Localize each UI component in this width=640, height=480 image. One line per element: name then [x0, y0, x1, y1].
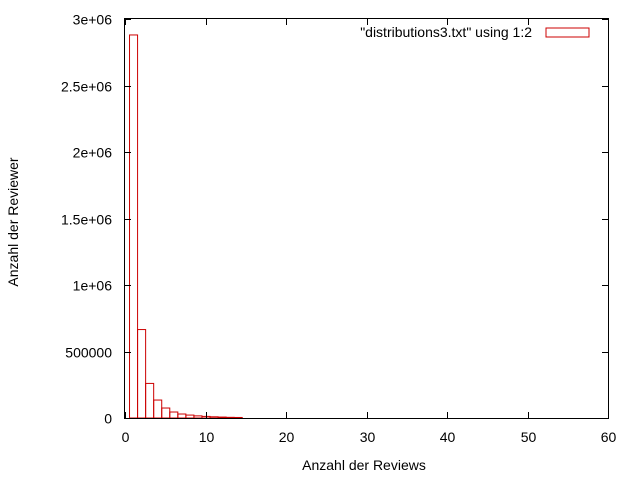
- histogram-bar: [161, 407, 171, 419]
- plot-frame: [124, 18, 609, 419]
- x-tick-label: 10: [199, 429, 215, 445]
- y-tick-label: 2e+06: [73, 145, 113, 161]
- x-axis-tick-labels: 0 10 20 30 40 50 60: [122, 429, 617, 445]
- x-axis-title: Anzahl der Reviews: [302, 457, 426, 473]
- y-tick-label: 3e+06: [73, 12, 113, 28]
- y-tick-label: 2.5e+06: [61, 79, 112, 95]
- histogram-bar: [145, 382, 155, 419]
- histogram-bar: [233, 416, 243, 419]
- histogram-bar: [137, 329, 147, 419]
- histogram-bar: [185, 414, 195, 419]
- y-tick-label: 1e+06: [73, 278, 113, 294]
- y-axis-title: Anzahl der Reviewer: [5, 157, 21, 287]
- x-tick-label: 0: [122, 429, 130, 445]
- x-tick-label: 60: [601, 429, 617, 445]
- histogram-bar: [225, 416, 235, 419]
- y-tick-label: 1.5e+06: [61, 212, 112, 228]
- legend-swatch: [545, 27, 590, 38]
- x-tick-label: 20: [279, 429, 295, 445]
- legend-label: "distributions3.txt" using 1:2: [360, 24, 532, 40]
- y-tick-label: 500000: [65, 345, 112, 361]
- histogram-bar: [209, 416, 219, 419]
- histogram-bars: [129, 34, 243, 419]
- y-tick-label: 0: [104, 411, 112, 427]
- x-tick-label: 30: [360, 429, 376, 445]
- histogram-bar: [129, 34, 139, 419]
- histogram-bar: [217, 416, 227, 419]
- histogram-bar: [177, 413, 187, 419]
- histogram-bar: [193, 415, 203, 419]
- histogram-bar: [153, 399, 163, 419]
- y-axis-tick-labels: 0 500000 1e+06 1.5e+06 2e+06 2.5e+06 3e+06: [61, 12, 112, 427]
- axis-ticks: [125, 19, 609, 419]
- x-tick-label: 40: [440, 429, 456, 445]
- legend: "distributions3.txt" using 1:2: [360, 24, 590, 40]
- histogram-bar: [169, 411, 179, 419]
- x-tick-label: 50: [521, 429, 537, 445]
